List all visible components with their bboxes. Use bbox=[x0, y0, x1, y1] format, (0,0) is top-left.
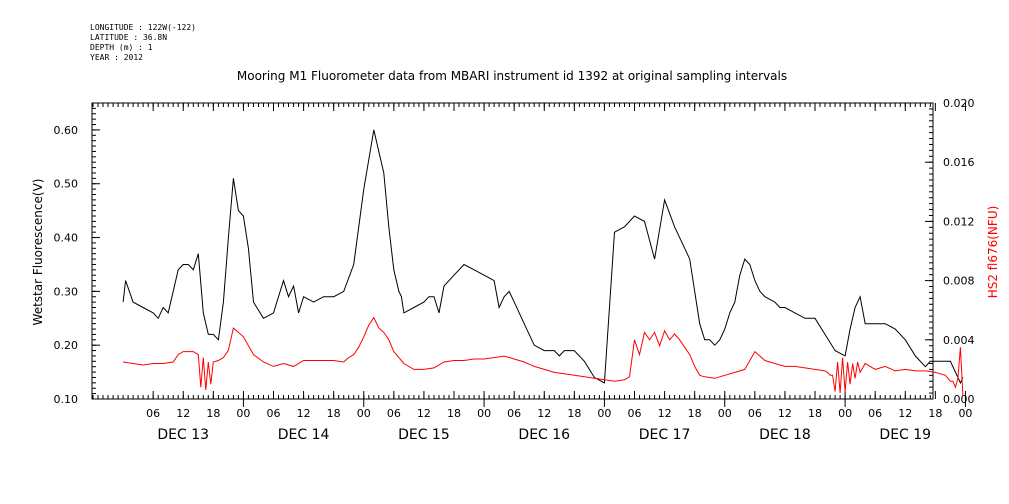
x-tick-label: 00 bbox=[236, 407, 250, 420]
x-axis-top-minor-ticks bbox=[92, 103, 931, 107]
x-tick-label: 12 bbox=[898, 407, 912, 420]
axis-ticks bbox=[92, 102, 966, 407]
x-day-label: DEC 13 bbox=[157, 427, 209, 443]
x-day-label: DEC 14 bbox=[278, 427, 330, 443]
x-day-label: DEC 18 bbox=[759, 427, 811, 443]
x-tick-label: 06 bbox=[628, 407, 642, 420]
longitude-text: LONGITUDE : 122W(-122) bbox=[90, 23, 196, 32]
x-day-label: DEC 16 bbox=[518, 427, 570, 443]
x-tick-label: 06 bbox=[387, 407, 401, 420]
y-right-tick-label: 0.020 bbox=[943, 97, 975, 110]
y-axis-right-title: HS2 fl676(NFU) bbox=[986, 206, 1000, 299]
x-tick-label: 12 bbox=[537, 407, 551, 420]
x-tick-label: 00 bbox=[718, 407, 732, 420]
x-tick-label: 18 bbox=[567, 407, 581, 420]
y-left-tick-label: 0.20 bbox=[54, 339, 79, 352]
x-tick-label: 12 bbox=[176, 407, 190, 420]
y-right-tick-label: 0.000 bbox=[943, 393, 975, 406]
x-tick-label: 18 bbox=[327, 407, 341, 420]
y-left-tick-label: 0.50 bbox=[54, 178, 79, 191]
y-left-tick-label: 0.10 bbox=[54, 393, 79, 406]
x-axis-bottom-minor-ticks bbox=[92, 395, 931, 399]
x-tick-label: 06 bbox=[748, 407, 762, 420]
x-tick-label: 06 bbox=[868, 407, 882, 420]
series-line-hs2 bbox=[123, 316, 964, 397]
x-tick-label: 18 bbox=[928, 407, 942, 420]
x-tick-label: 12 bbox=[297, 407, 311, 420]
chart-title: Mooring M1 Fluorometer data from MBARI i… bbox=[237, 69, 787, 83]
x-tick-label: 12 bbox=[778, 407, 792, 420]
y-left-tick-label: 0.30 bbox=[54, 285, 79, 298]
y-left-tick-label: 0.40 bbox=[54, 232, 79, 245]
x-day-label: DEC 19 bbox=[879, 427, 931, 443]
x-day-label: DEC 15 bbox=[398, 427, 450, 443]
x-tick-label: 12 bbox=[658, 407, 672, 420]
y-left-tick-label: 0.60 bbox=[54, 124, 79, 137]
x-tick-label: 00 bbox=[958, 407, 972, 420]
x-tick-label: 18 bbox=[688, 407, 702, 420]
metadata-block: LONGITUDE : 122W(-122) LATITUDE : 36.8N … bbox=[90, 23, 196, 62]
x-tick-label: 00 bbox=[838, 407, 852, 420]
x-tick-label: 18 bbox=[808, 407, 822, 420]
x-tick-label: 18 bbox=[447, 407, 461, 420]
y-right-tick-label: 0.012 bbox=[943, 215, 975, 228]
axis-labels: 06 12 18 00 06 12 18 00 06 12 18 00 06 12 18 00 06 12 18 00… bbox=[54, 97, 975, 443]
series-line-wetstar bbox=[122, 129, 964, 385]
latitude-text: LATITUDE : 36.8N bbox=[90, 33, 167, 42]
x-tick-label: 18 bbox=[206, 407, 220, 420]
year-text: YEAR : 2012 bbox=[90, 53, 143, 62]
depth-text: DEPTH (m) : 1 bbox=[90, 43, 153, 52]
y-right-tick-label: 0.016 bbox=[943, 156, 975, 169]
series-group bbox=[122, 129, 964, 397]
x-tick-label: 12 bbox=[417, 407, 431, 420]
y-right-tick-label: 0.004 bbox=[943, 334, 975, 347]
plot-frame bbox=[91, 102, 934, 400]
y-axis-left-title: Wetstar Fluorescence(V) bbox=[31, 179, 45, 326]
x-tick-label: 06 bbox=[146, 407, 160, 420]
x-tick-label: 00 bbox=[477, 407, 491, 420]
x-tick-label: 00 bbox=[357, 407, 371, 420]
x-day-label: DEC 17 bbox=[639, 427, 691, 443]
x-tick-label: 06 bbox=[267, 407, 281, 420]
x-tick-label: 06 bbox=[507, 407, 521, 420]
x-tick-label: 00 bbox=[597, 407, 611, 420]
y-right-tick-label: 0.008 bbox=[943, 275, 975, 288]
